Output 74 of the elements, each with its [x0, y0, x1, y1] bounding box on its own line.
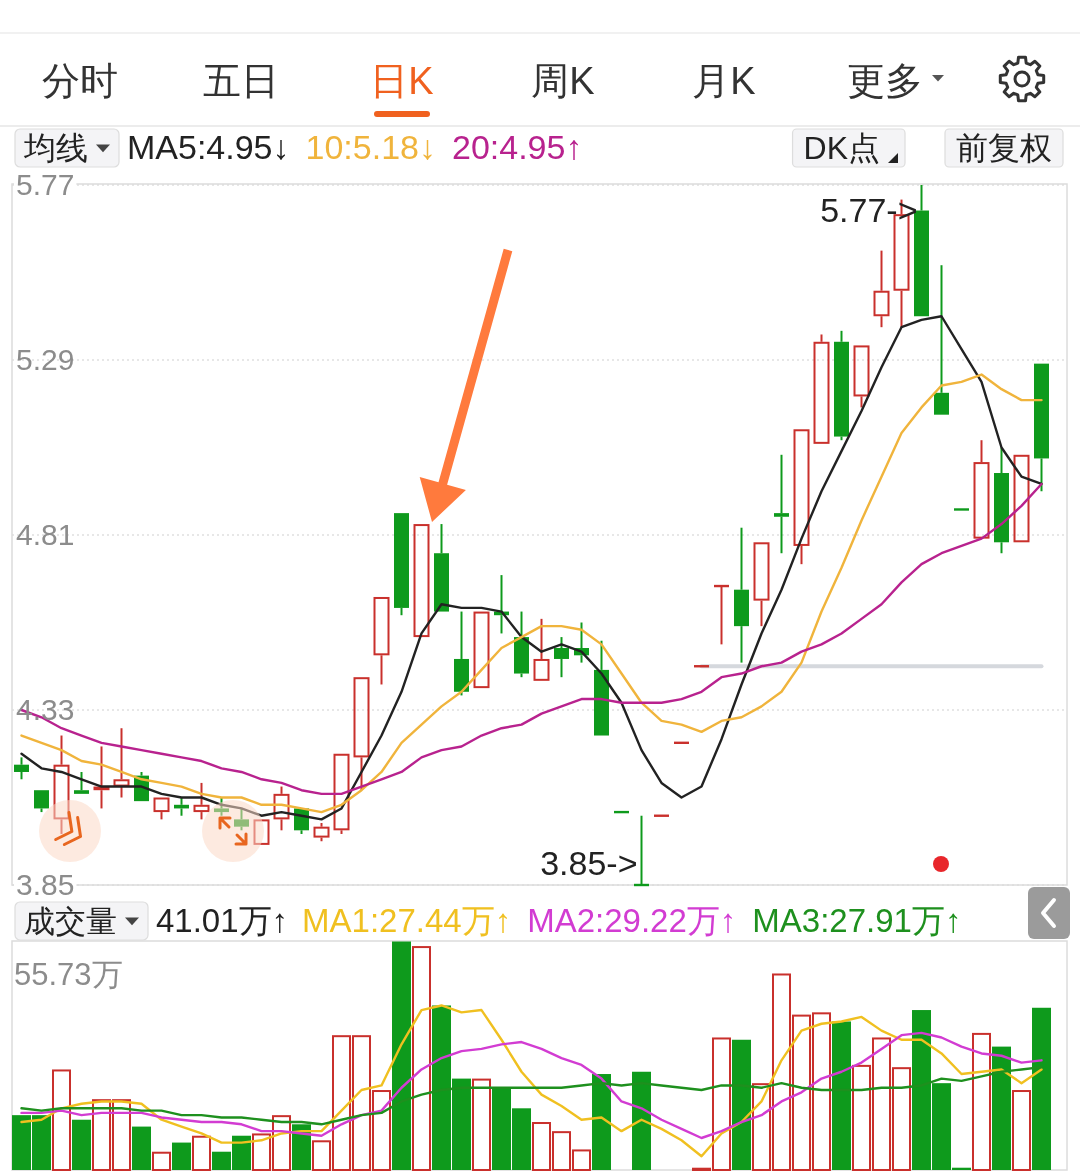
bar [1012, 1090, 1031, 1171]
candlestick [53, 734, 70, 835]
bar [172, 1142, 191, 1170]
candlestick [1013, 454, 1030, 543]
bar [392, 941, 411, 1170]
text: 41.01万↑ [156, 902, 289, 939]
bar [72, 1119, 91, 1170]
candlestick [93, 745, 110, 810]
y-tick-label: 3.85 [16, 868, 75, 902]
candlestick [253, 819, 270, 845]
text: MA3:27.91万↑ [752, 902, 962, 939]
annotation: 3.85-> [540, 844, 638, 882]
bar [632, 1071, 651, 1170]
candlestick [793, 429, 810, 566]
text: 周K [531, 60, 595, 102]
y-tick-label: 4.81 [16, 518, 75, 552]
y-tick-label: 4.33 [16, 693, 75, 727]
bar [972, 1032, 991, 1171]
candlestick [434, 523, 449, 612]
candlestick [353, 677, 370, 792]
y-tick-label: 5.29 [16, 343, 75, 377]
text: MA1:27.44万↑ [302, 902, 512, 939]
text: 日K [370, 60, 434, 102]
candlestick [774, 453, 789, 555]
text: 更多 [847, 60, 923, 102]
candlestick [193, 781, 210, 821]
bar [52, 1069, 71, 1171]
candlestick [333, 753, 350, 835]
legend-title: 均线 [23, 130, 88, 166]
candlestick [1034, 363, 1049, 493]
bar [592, 1074, 611, 1170]
candlestick [873, 249, 890, 329]
candlestick [734, 526, 749, 664]
legend-title: 成交量 [24, 904, 117, 939]
annotation: 55.73万 [14, 957, 123, 992]
text: 月K [692, 60, 756, 102]
candlestick [113, 727, 130, 799]
candlestick [914, 184, 929, 317]
candlestick [813, 333, 830, 444]
y-tick-label: 5.77 [16, 168, 75, 202]
candlestick [273, 785, 290, 832]
text: 20:4.95↑ [451, 128, 583, 166]
bar [192, 1135, 211, 1171]
candlestick [14, 756, 29, 781]
bar [152, 1151, 171, 1171]
text: DK点 [803, 130, 880, 166]
bar [992, 1046, 1011, 1170]
candlestick [934, 264, 949, 415]
text: 分时 [42, 60, 118, 102]
candlestick [473, 611, 490, 689]
bar [292, 1124, 311, 1170]
candlestick [853, 345, 870, 409]
candlestick [373, 596, 390, 686]
candlestick [973, 439, 990, 539]
text: MA2:29.22万↑ [527, 902, 737, 939]
text: 10:5.18↓ [305, 128, 436, 166]
bar [1032, 1007, 1051, 1171]
candlestick [394, 513, 409, 617]
bar [472, 1078, 491, 1171]
candlestick [74, 770, 89, 794]
bar [832, 1021, 851, 1170]
candlestick [594, 639, 609, 736]
candlestick [34, 790, 49, 814]
candlestick [413, 524, 430, 638]
bar [132, 1126, 151, 1170]
bar [732, 1039, 751, 1171]
candlestick [533, 617, 550, 681]
candlestick [753, 542, 770, 628]
candlestick [952, 508, 971, 511]
bar [412, 946, 431, 1171]
candlestick [153, 797, 170, 821]
text: 五日 [203, 60, 279, 102]
text: MA5:4.95↓ [127, 128, 290, 166]
text: 前复权 [956, 130, 1052, 166]
